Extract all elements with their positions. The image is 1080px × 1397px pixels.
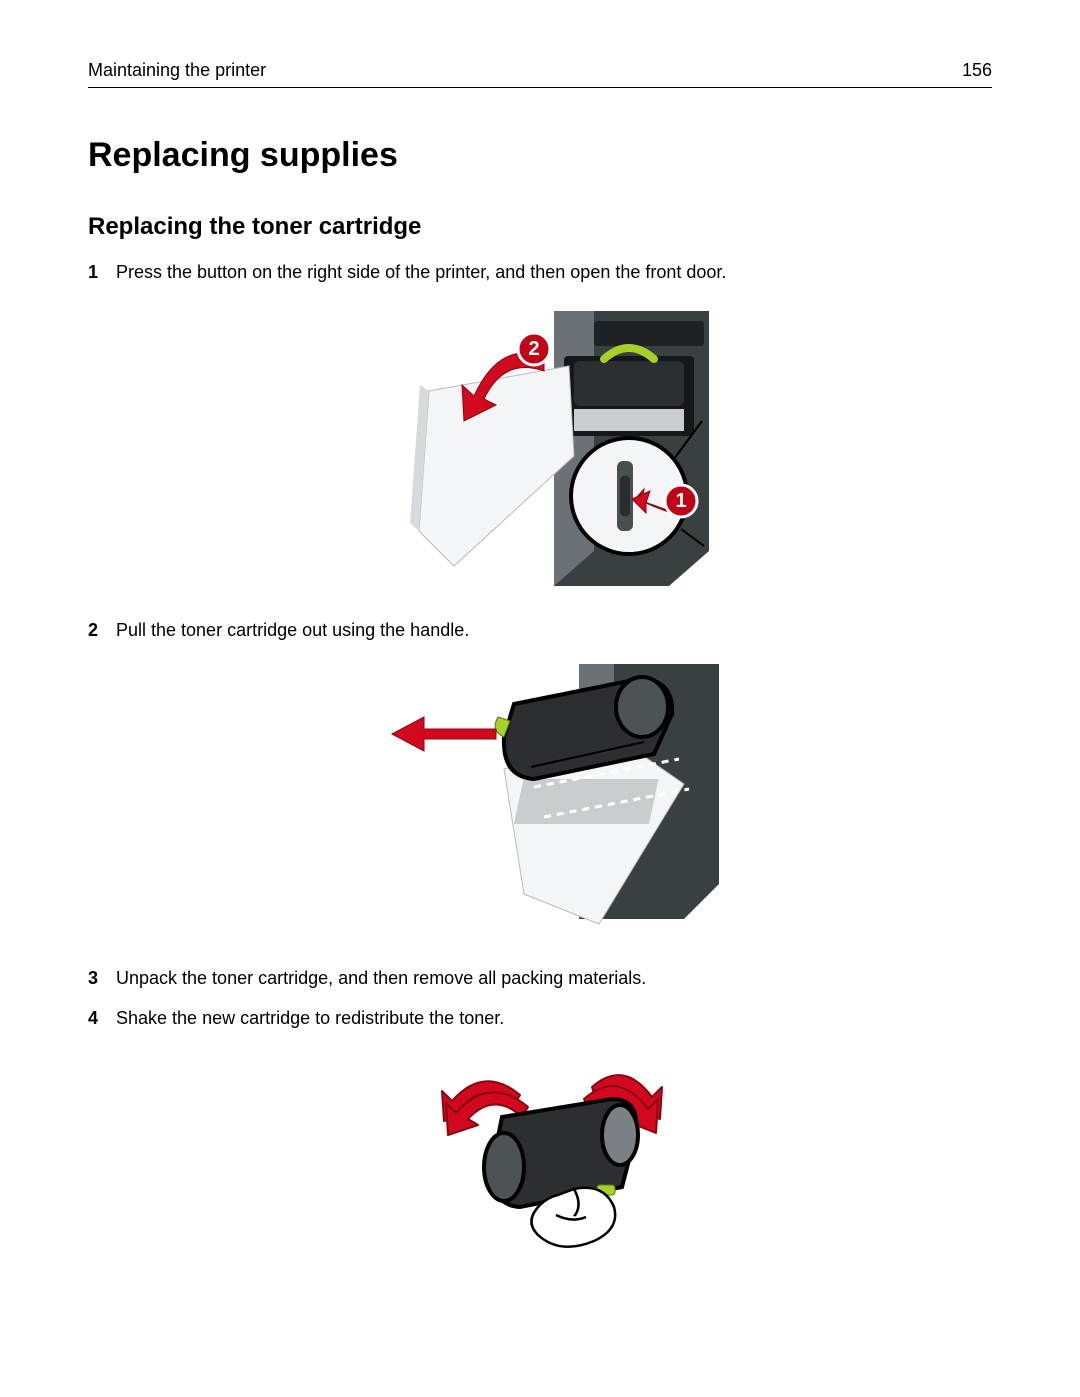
step-2-text: Pull the toner cartridge out using the h… bbox=[116, 620, 469, 640]
shake-cartridge-illustration bbox=[424, 1047, 684, 1257]
badge-1: 1 bbox=[665, 485, 697, 517]
manual-page: Maintaining the printer 156 Replacing su… bbox=[0, 0, 1080, 1397]
step-4-text: Shake the new cartridge to redistribute … bbox=[116, 1008, 504, 1028]
figure-3 bbox=[116, 1047, 992, 1257]
svg-text:1: 1 bbox=[675, 490, 686, 512]
step-1: Press the button on the right side of th… bbox=[88, 259, 992, 591]
step-3-text: Unpack the toner cartridge, and then rem… bbox=[116, 968, 646, 988]
page-number: 156 bbox=[962, 60, 992, 81]
page-header: Maintaining the printer 156 bbox=[88, 60, 992, 88]
step-2: Pull the toner cartridge out using the h… bbox=[88, 617, 992, 939]
chapter-title: Maintaining the printer bbox=[88, 60, 266, 81]
figure-2 bbox=[116, 659, 992, 939]
subsection-heading: Replacing the toner cartridge bbox=[88, 213, 992, 241]
svg-text:2: 2 bbox=[528, 338, 539, 360]
section-heading: Replacing supplies bbox=[88, 136, 992, 175]
pull-cartridge-illustration bbox=[384, 659, 724, 939]
step-3: Unpack the toner cartridge, and then rem… bbox=[88, 965, 992, 991]
badge-2: 2 bbox=[518, 333, 550, 365]
step-1-text: Press the button on the right side of th… bbox=[116, 262, 726, 282]
printer-open-door-illustration: 1 2 bbox=[384, 301, 724, 591]
step-4: Shake the new cartridge to redistribute … bbox=[88, 1005, 992, 1257]
instruction-list: Press the button on the right side of th… bbox=[88, 259, 992, 1257]
figure-1: 1 2 bbox=[116, 301, 992, 591]
